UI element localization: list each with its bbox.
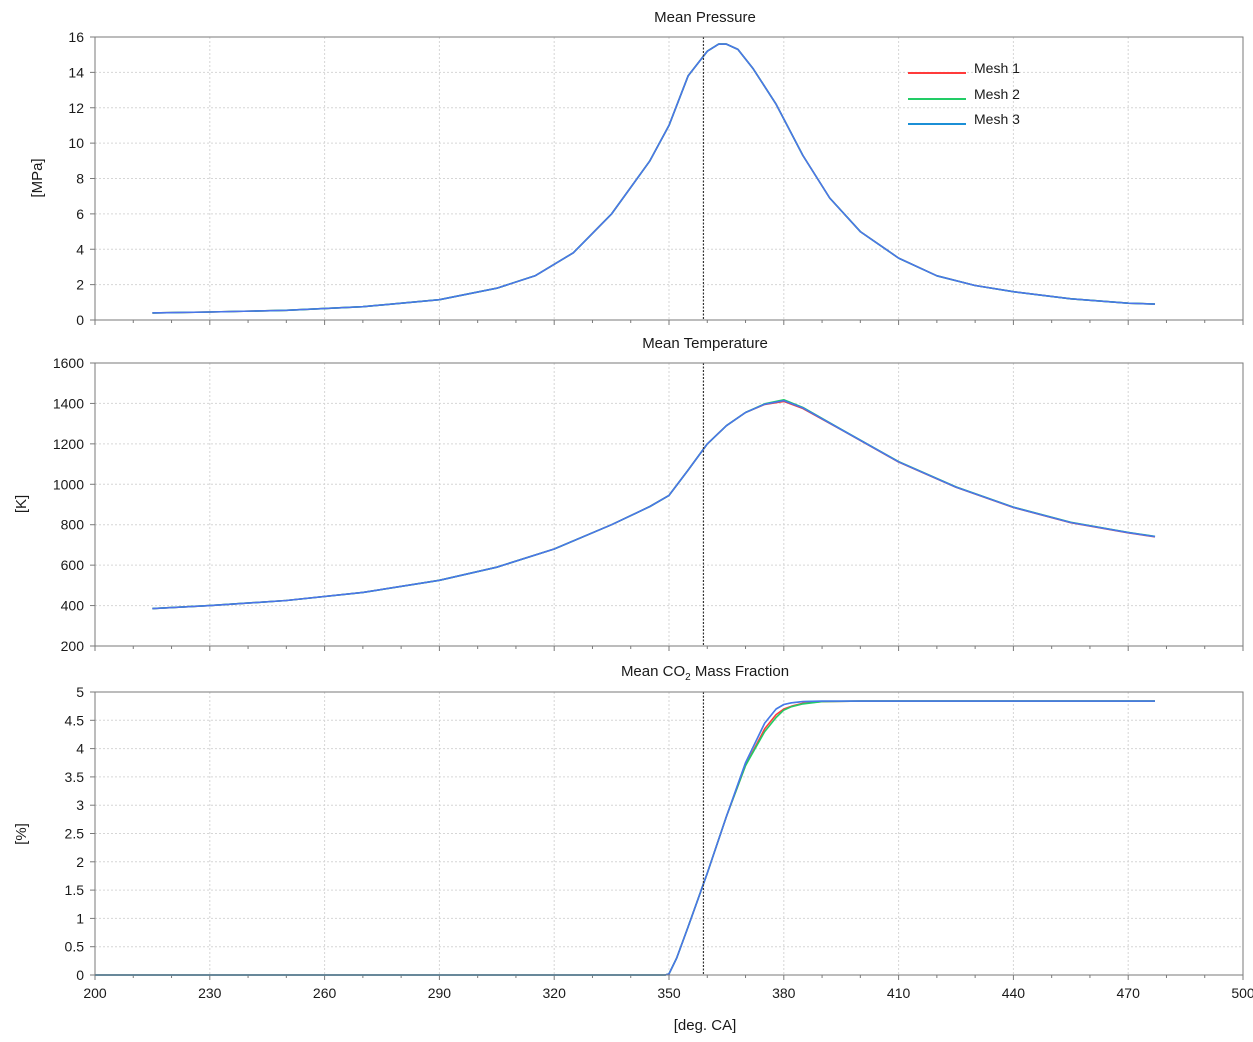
co2-ytick-label: 1 xyxy=(76,910,84,926)
co2-xtick-label: 350 xyxy=(657,985,681,1001)
co2-ytick-label: 4 xyxy=(76,741,84,757)
co2-series-overlay xyxy=(95,700,1155,976)
temperature-ytick-label: 400 xyxy=(61,598,85,614)
co2-ytick-label: 2 xyxy=(76,854,84,870)
pressure-ylabel: [MPa] xyxy=(29,158,46,197)
temperature-xticks xyxy=(94,646,1244,651)
co2-ytick-label: 1.5 xyxy=(65,882,85,898)
pressure-ytick-label: 10 xyxy=(68,135,84,151)
co2-xtick-label: 440 xyxy=(1002,985,1026,1001)
co2-yticks: 0 0.5 1 1.5 2 2.5 3 3.5 4 4.5 5 xyxy=(65,684,95,983)
pressure-ytick-label: 6 xyxy=(76,206,84,222)
co2-panel: Mean CO2 Mass Fraction [%] 0 0.5 1 1.5 2 2.5 3… xyxy=(13,663,1253,1034)
co2-xtick-label: 230 xyxy=(198,985,222,1001)
co2-grid xyxy=(95,692,1243,975)
temperature-title: Mean Temperature xyxy=(642,335,768,352)
pressure-yticks: 0 2 4 6 8 10 12 14 16 xyxy=(68,29,95,328)
co2-ytick-label: 3.5 xyxy=(65,769,85,785)
co2-series-mesh2 xyxy=(95,700,1155,976)
temperature-series xyxy=(152,399,1156,610)
pressure-xticks xyxy=(94,320,1244,325)
temperature-ylabel: [K] xyxy=(13,495,30,513)
legend-label-mesh1: Mesh 1 xyxy=(974,60,1020,76)
co2-ylabel: [%] xyxy=(13,823,30,845)
co2-series-mesh3 xyxy=(95,700,1155,976)
legend-label-mesh2: Mesh 2 xyxy=(974,86,1020,102)
legend-label-mesh3: Mesh 3 xyxy=(974,111,1020,127)
pressure-series xyxy=(152,43,1156,314)
x-axis-label: [deg. CA] xyxy=(674,1017,737,1034)
co2-xtick-label: 380 xyxy=(772,985,796,1001)
pressure-title: Mean Pressure xyxy=(654,9,756,26)
legend: Mesh 1 Mesh 2 Mesh 3 xyxy=(908,60,1020,127)
temperature-ytick-label: 200 xyxy=(61,638,85,654)
co2-ytick-label: 0 xyxy=(76,967,84,983)
co2-series-mesh1 xyxy=(95,700,1155,976)
co2-xtick-label: 410 xyxy=(887,985,911,1001)
co2-ytick-label: 5 xyxy=(76,684,84,700)
pressure-ytick-label: 8 xyxy=(76,171,84,187)
co2-series xyxy=(95,700,1155,976)
temperature-panel: Mean Temperature [K] 200 400 600 800 1000 120… xyxy=(13,335,1244,654)
co2-xticks: 200 230 260 290 320 350 380 410 440 470 500 xyxy=(83,975,1253,1001)
co2-ytick-label: 4.5 xyxy=(65,712,85,728)
pressure-panel: Mean Pressure [MPa] 0 2 4 6 8 10 12 14 16 Mesh 1… xyxy=(29,9,1244,328)
temperature-ytick-label: 800 xyxy=(61,517,85,533)
co2-title: Mean CO2 Mass Fraction xyxy=(621,663,789,683)
co2-ytick-label: 3 xyxy=(76,797,84,813)
pressure-ytick-label: 12 xyxy=(68,100,84,116)
pressure-ytick-label: 14 xyxy=(68,64,84,80)
temperature-frame xyxy=(94,362,1244,647)
co2-xtick-label: 320 xyxy=(543,985,567,1001)
co2-ytick-label: 2.5 xyxy=(65,826,85,842)
pressure-frame xyxy=(94,36,1244,321)
temperature-ytick-label: 1000 xyxy=(53,476,84,492)
co2-xtick-label: 260 xyxy=(313,985,337,1001)
pressure-grid xyxy=(95,37,1243,320)
co2-xtick-label: 290 xyxy=(428,985,452,1001)
temperature-ytick-label: 600 xyxy=(61,557,85,573)
co2-xtick-label: 470 xyxy=(1117,985,1141,1001)
pressure-ytick-label: 2 xyxy=(76,277,84,293)
pressure-ytick-label: 4 xyxy=(76,241,84,257)
temperature-ytick-label: 1400 xyxy=(53,395,84,411)
co2-ytick-label: 0.5 xyxy=(65,939,85,955)
temperature-series-overlay xyxy=(152,400,1156,610)
co2-frame xyxy=(94,691,1244,976)
temperature-ytick-label: 1600 xyxy=(53,355,84,371)
co2-xtick-label: 200 xyxy=(83,985,107,1001)
pressure-ytick-label: 0 xyxy=(76,312,84,328)
temperature-ytick-label: 1200 xyxy=(53,436,84,452)
pressure-ytick-label: 16 xyxy=(68,29,84,45)
pressure-series-overlay xyxy=(152,43,1156,314)
co2-xtick-label: 500 xyxy=(1231,985,1253,1001)
temperature-grid xyxy=(95,363,1243,646)
temperature-yticks: 200 400 600 800 1000 1200 1400 1600 xyxy=(53,355,95,654)
